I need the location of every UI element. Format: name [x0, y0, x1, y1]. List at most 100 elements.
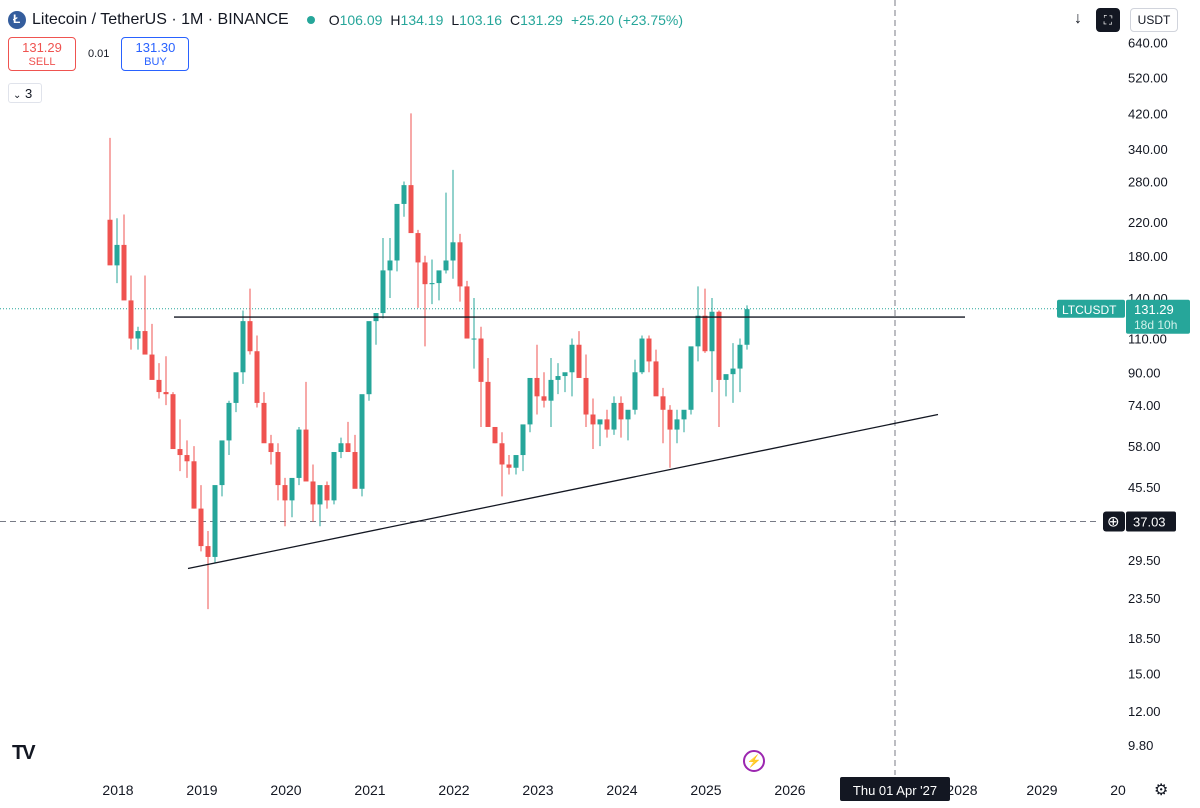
time-tick-label: 2023: [522, 782, 553, 798]
price-axis[interactable]: 640.00 520.00 420.00 340.00 280.00 220.00 180.…: [1057, 36, 1190, 753]
candle-body: [646, 338, 652, 362]
candle-body: [303, 429, 309, 482]
candle-body: [240, 321, 246, 373]
candle-body: [212, 485, 218, 557]
market-status-dot-icon: [306, 16, 315, 24]
gear-icon[interactable]: ⚙: [1154, 782, 1169, 799]
tradingview-logo[interactable]: TV: [12, 742, 36, 764]
candle-body: [310, 481, 316, 505]
candle-body: [478, 338, 484, 382]
fullscreen-icon[interactable]: ⛶: [1096, 8, 1120, 32]
close-label: C: [509, 12, 521, 28]
time-axis[interactable]: 2018 2019 2020 2021 2022 2023 2024 2025 2026 2028…: [102, 777, 1126, 801]
time-tick-label: 2020: [270, 782, 301, 798]
candle-body: [317, 485, 323, 505]
candle-body: [408, 185, 414, 234]
candle-body: [380, 270, 386, 314]
buy-button[interactable]: 131.30 BUY: [121, 37, 190, 71]
candle-body: [443, 260, 449, 271]
spread-value: 0.01: [88, 48, 110, 60]
candle-body: [499, 443, 505, 465]
litecoin-logo-icon: [8, 11, 26, 29]
last-price-tag: [1126, 299, 1190, 334]
indicators-toggle[interactable]: ⌄ 3: [8, 83, 42, 103]
symbol-title[interactable]: Litecoin / TetherUS · 1M · BINANCE: [32, 11, 289, 28]
candle-body: [107, 219, 113, 266]
low-value: 103.16: [459, 12, 502, 28]
candle-body: [366, 321, 372, 395]
time-tick-label: 2028: [946, 782, 977, 798]
low-label: L: [451, 12, 460, 28]
candle-body: [471, 338, 477, 340]
price-tick-label: 18.50: [1128, 631, 1161, 646]
candle-body: [149, 354, 155, 380]
time-tick-label: 2029: [1026, 782, 1057, 798]
candle-body: [534, 377, 540, 397]
candle-body: [604, 419, 610, 430]
time-tick-label: 2026: [774, 782, 805, 798]
price-tick-label: 9.80: [1128, 738, 1153, 753]
time-tick-label: 2021: [354, 782, 385, 798]
candle-body: [611, 402, 617, 430]
open-value: 106.09: [339, 12, 383, 28]
candle-body: [142, 331, 148, 355]
arrow-down-icon[interactable]: ↓: [1066, 8, 1090, 32]
candle-body: [275, 452, 281, 486]
currency-select[interactable]: USDT: [1130, 8, 1178, 32]
price-tick-label: 12.00: [1128, 704, 1161, 719]
price-tick-label: 45.50: [1128, 480, 1161, 495]
candle-body: [114, 244, 120, 266]
price-tick-label: 520.00: [1128, 70, 1168, 85]
candle-body: [702, 315, 708, 352]
high-label: H: [390, 12, 401, 28]
candle-body: [359, 394, 365, 489]
candle-body: [198, 508, 204, 547]
close-value: 131.29: [520, 12, 563, 28]
chart-header: Litecoin / TetherUS · 1M · BINANCE O106.…: [8, 10, 683, 30]
candle-body: [513, 455, 519, 468]
candle-body: [597, 419, 603, 425]
candle-body: [576, 344, 582, 378]
candle-body: [632, 372, 638, 410]
candle-body: [429, 283, 435, 285]
candle-body: [331, 452, 337, 501]
candles: [107, 113, 750, 610]
candle-body: [226, 402, 232, 441]
price-tick-label: 220.00: [1128, 215, 1168, 230]
candle-body: [282, 485, 288, 501]
candle-body: [156, 379, 162, 393]
currency-label: USDT: [1137, 13, 1171, 27]
chevron-down-icon: ⌄: [13, 90, 22, 101]
sell-label: SELL: [28, 56, 56, 68]
candle-body: [233, 372, 239, 403]
lightning-icon[interactable]: ⚡: [743, 750, 765, 772]
candle-body: [667, 409, 673, 430]
price-tick-label: 74.00: [1128, 398, 1161, 413]
candle-body: [485, 381, 491, 427]
price-tick-label: 110.00: [1128, 332, 1167, 347]
candle-body: [289, 477, 295, 501]
sell-button[interactable]: 131.29 SELL: [8, 37, 76, 71]
candle-body: [191, 461, 197, 509]
candle-body: [247, 321, 253, 352]
candle-body: [450, 242, 456, 261]
candle-body: [688, 346, 694, 410]
candle-body: [219, 440, 225, 486]
candle-body: [345, 443, 351, 453]
price-tick-label: 29.50: [1128, 553, 1161, 568]
candle-body: [660, 396, 666, 410]
trendlines: [174, 316, 965, 570]
candle-body: [387, 260, 393, 271]
candle-body: [177, 449, 183, 456]
time-tick-label: 20: [1110, 782, 1126, 798]
candle-body: [184, 455, 190, 462]
time-tick-label: 2024: [606, 782, 637, 798]
candle-body: [730, 368, 736, 375]
candle-body: [492, 426, 498, 444]
price-tick-label: 23.50: [1128, 591, 1161, 606]
candle-body: [296, 429, 302, 478]
last-price-text: 131.29: [1134, 302, 1174, 317]
candle-body: [394, 203, 400, 261]
buy-label: BUY: [144, 56, 167, 68]
